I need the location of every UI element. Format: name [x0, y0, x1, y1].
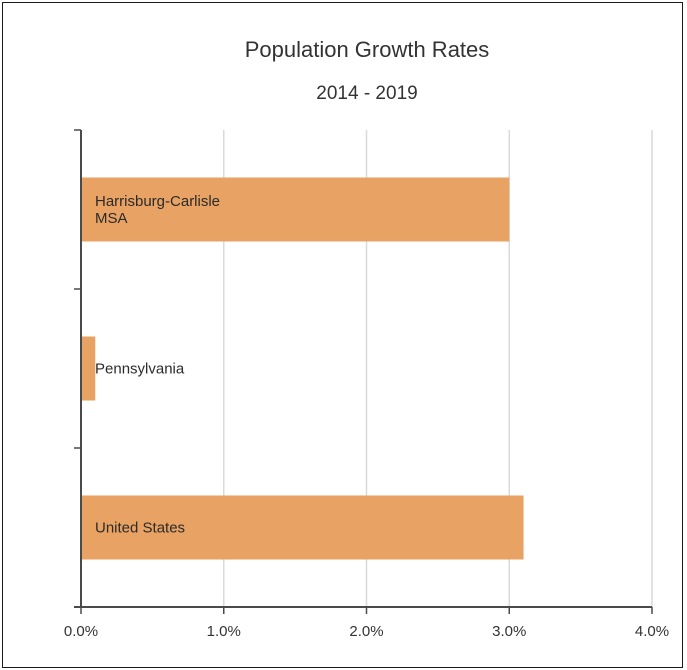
x-tick-label-0: 0.0% — [64, 623, 98, 640]
bar-label-0-0: Harrisburg-Carlisle — [95, 193, 220, 210]
bar-0 — [81, 177, 510, 242]
axes: 0.0% 1.0% 2.0% 3.0% 4.0% — [64, 129, 669, 640]
bar-label-1-0: Pennsylvania — [95, 361, 185, 378]
x-tick-label-1: 1.0% — [207, 623, 241, 640]
bar-label-2-0: United States — [95, 520, 185, 537]
bar-label-0-1: MSA — [95, 210, 128, 227]
x-tick-label-4: 4.0% — [635, 623, 669, 640]
chart-subtitle: 2014 - 2019 — [316, 83, 417, 104]
bar-2 — [81, 495, 524, 560]
x-tick-label-2: 2.0% — [349, 623, 383, 640]
x-tick-label-3: 3.0% — [492, 623, 526, 640]
chart-title: Population Growth Rates — [245, 37, 490, 62]
bar-1 — [81, 336, 96, 401]
